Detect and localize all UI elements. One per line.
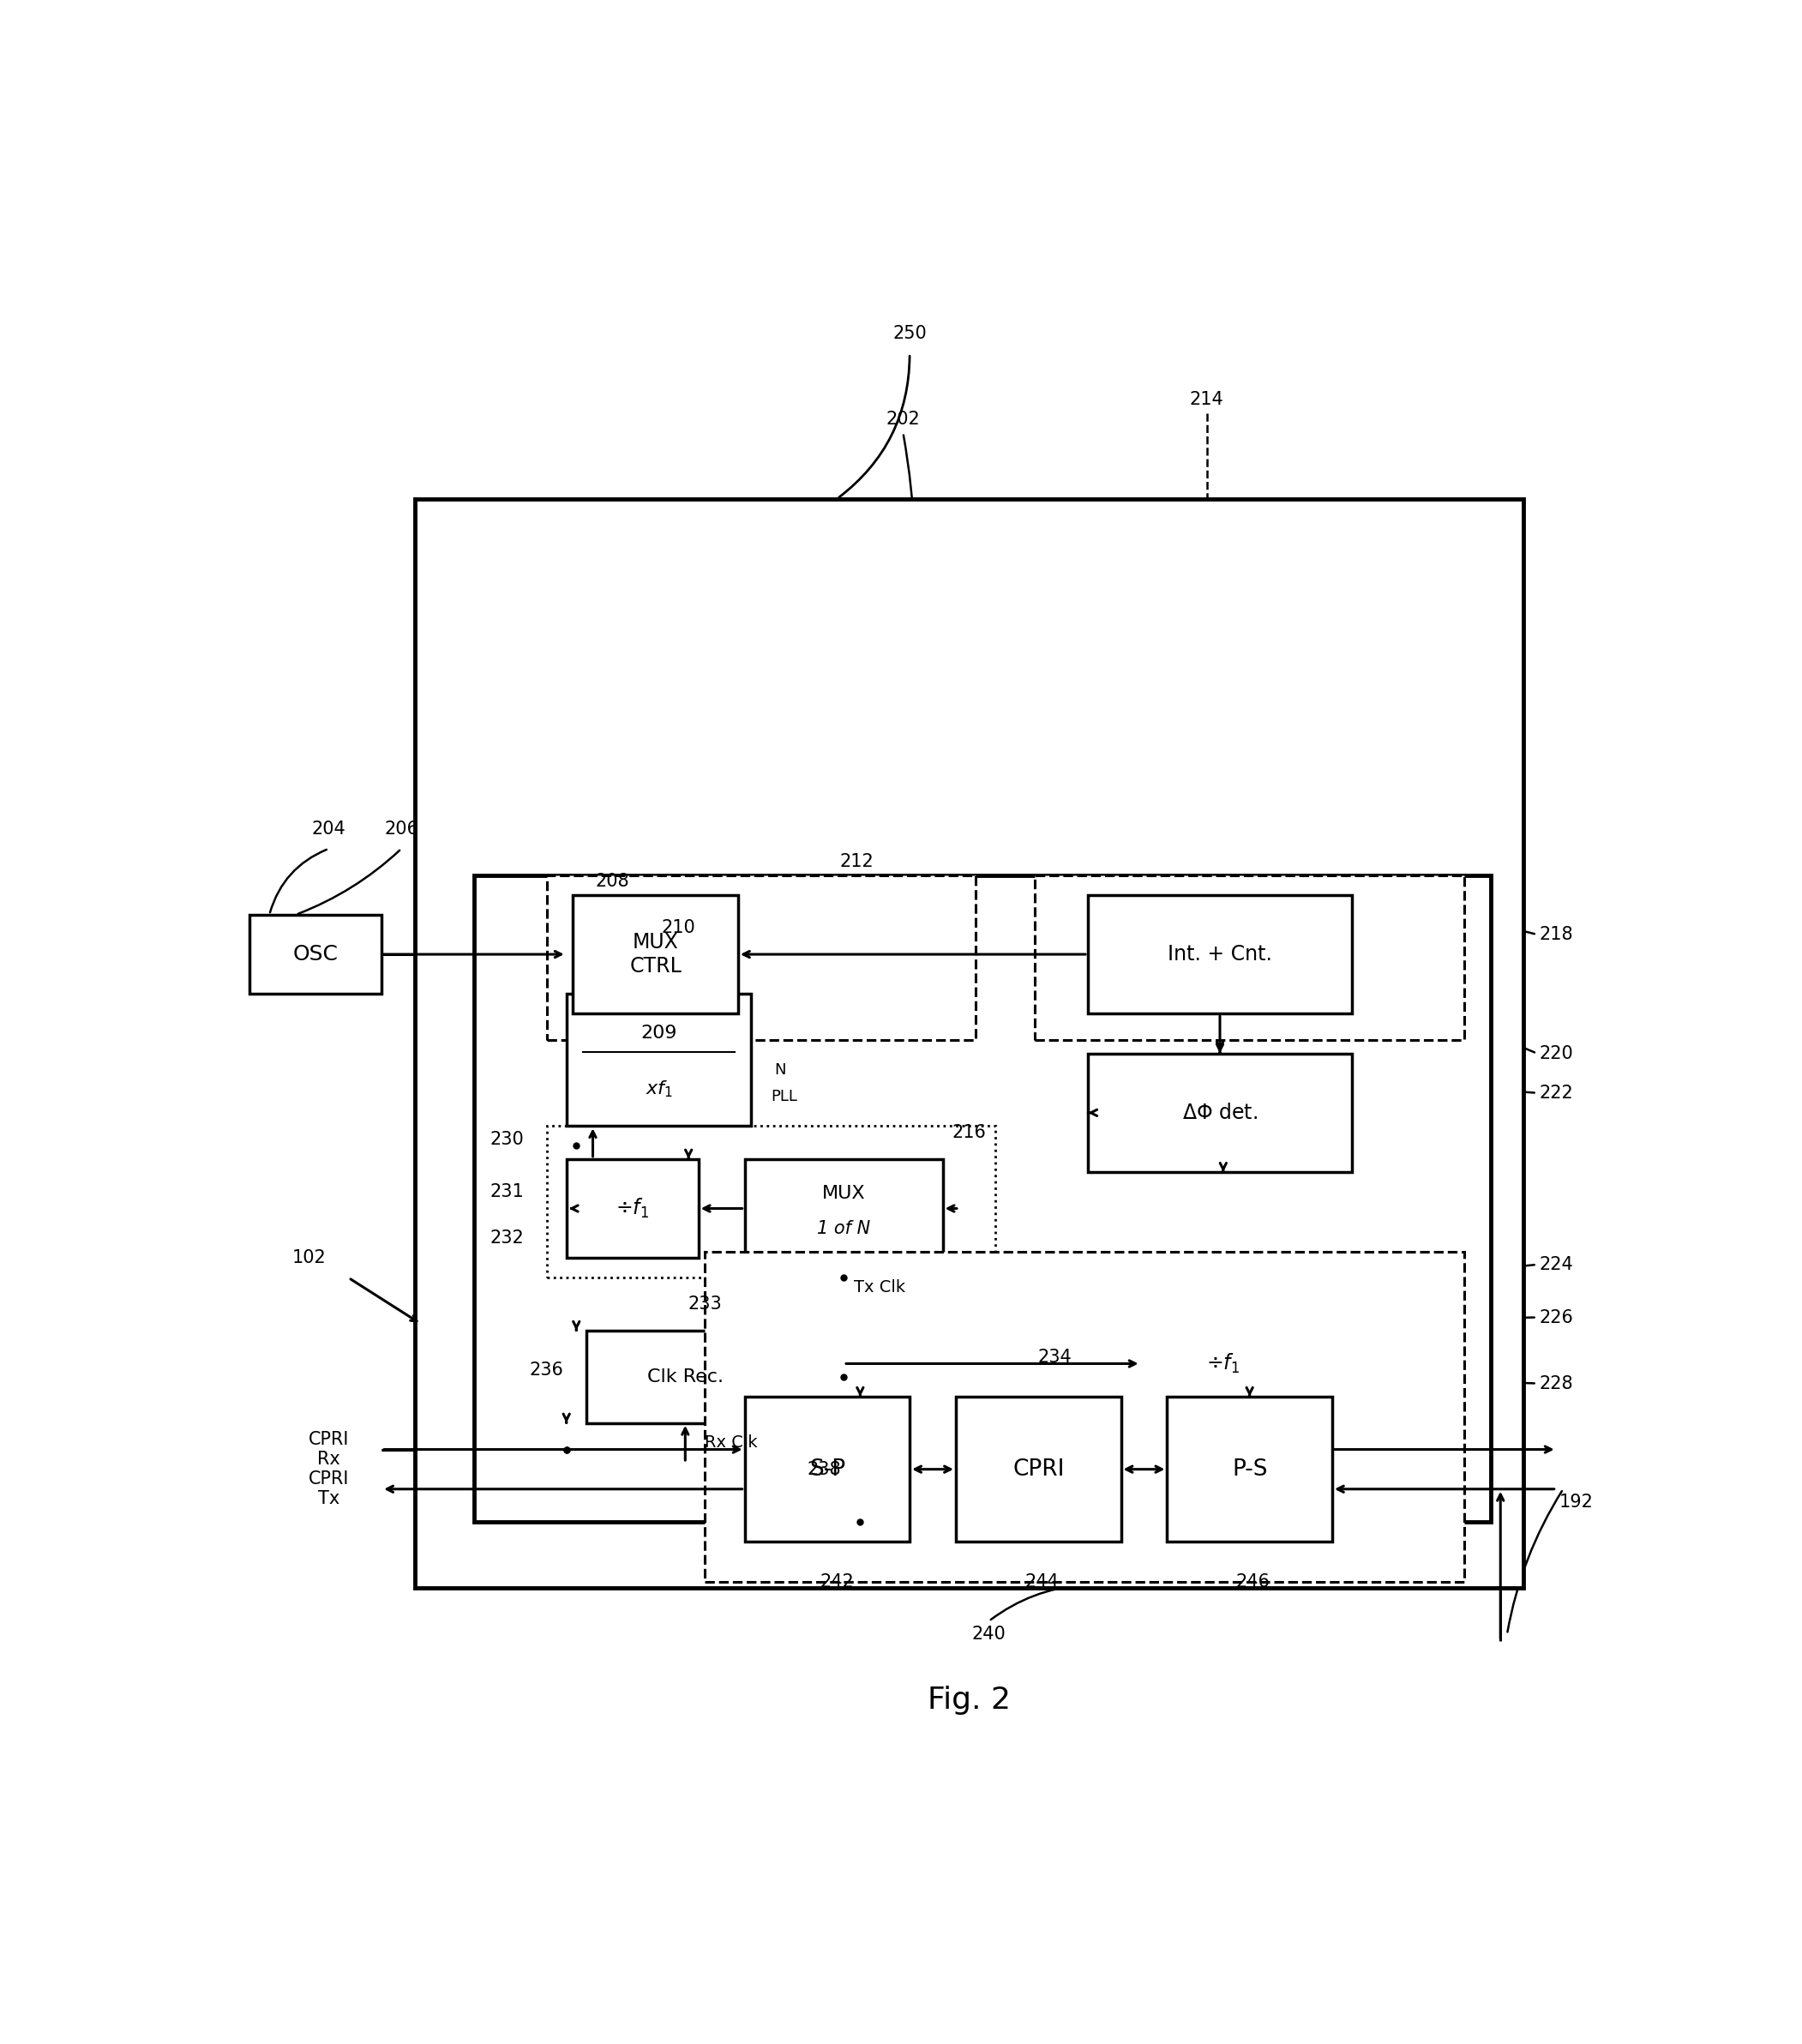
Text: 240: 240 <box>971 1625 1006 1643</box>
Text: 234: 234 <box>1038 1349 1072 1365</box>
Text: 206: 206 <box>384 820 418 838</box>
Text: MUX
CTRL: MUX CTRL <box>629 932 681 977</box>
Text: 218: 218 <box>1539 926 1573 942</box>
FancyBboxPatch shape <box>955 1396 1121 1541</box>
Text: 242: 242 <box>820 1574 854 1590</box>
Text: P-S: P-S <box>1233 1457 1267 1480</box>
Text: 246: 246 <box>1236 1574 1270 1590</box>
FancyBboxPatch shape <box>566 1159 699 1257</box>
Text: 244: 244 <box>1025 1574 1060 1590</box>
Text: N: N <box>775 1063 786 1077</box>
Text: $\Delta\Phi$ det.: $\Delta\Phi$ det. <box>1182 1102 1258 1122</box>
Text: x$f_1$: x$f_1$ <box>645 1079 672 1100</box>
Text: CPRI
Rx: CPRI Rx <box>308 1431 350 1468</box>
Text: 220: 220 <box>1539 1044 1573 1063</box>
Text: 231: 231 <box>490 1183 524 1200</box>
FancyBboxPatch shape <box>744 1159 942 1257</box>
Text: 233: 233 <box>688 1296 723 1312</box>
Text: 222: 222 <box>1539 1085 1573 1102</box>
Text: 238: 238 <box>807 1461 842 1478</box>
FancyBboxPatch shape <box>414 499 1523 1588</box>
FancyBboxPatch shape <box>1034 875 1465 1040</box>
Text: 232: 232 <box>490 1230 524 1247</box>
FancyBboxPatch shape <box>1141 1318 1306 1410</box>
Text: 1 of N: 1 of N <box>816 1220 870 1237</box>
Text: 236: 236 <box>530 1361 564 1380</box>
FancyBboxPatch shape <box>1088 895 1352 1014</box>
Text: Tx Clk: Tx Clk <box>854 1280 905 1296</box>
Text: 102: 102 <box>292 1249 326 1267</box>
FancyBboxPatch shape <box>249 916 382 993</box>
Text: 250: 250 <box>892 325 926 341</box>
Text: CPRI
Tx: CPRI Tx <box>308 1470 350 1508</box>
FancyBboxPatch shape <box>1168 1396 1332 1541</box>
Text: Clk Rec.: Clk Rec. <box>647 1367 723 1386</box>
FancyBboxPatch shape <box>573 895 739 1014</box>
Text: 192: 192 <box>1559 1494 1593 1511</box>
Text: OSC: OSC <box>294 944 339 965</box>
Text: 208: 208 <box>596 873 629 891</box>
Text: 228: 228 <box>1539 1376 1573 1392</box>
Text: S-P: S-P <box>809 1457 845 1480</box>
Text: 212: 212 <box>840 852 874 871</box>
FancyBboxPatch shape <box>566 993 751 1126</box>
Text: PLL: PLL <box>771 1089 798 1104</box>
Text: 224: 224 <box>1539 1255 1573 1273</box>
FancyBboxPatch shape <box>474 875 1490 1523</box>
Text: 209: 209 <box>640 1024 678 1042</box>
Text: 230: 230 <box>490 1130 524 1149</box>
FancyBboxPatch shape <box>586 1331 784 1423</box>
FancyBboxPatch shape <box>705 1251 1465 1582</box>
Text: Fig. 2: Fig. 2 <box>928 1686 1011 1715</box>
Text: $\div f_1$: $\div f_1$ <box>1207 1351 1240 1376</box>
Text: Rx Clk: Rx Clk <box>705 1435 759 1451</box>
Text: 210: 210 <box>661 920 696 936</box>
Text: Int. + Cnt.: Int. + Cnt. <box>1168 944 1272 965</box>
FancyBboxPatch shape <box>546 875 975 1040</box>
Text: $\div f_1$: $\div f_1$ <box>616 1198 649 1220</box>
FancyBboxPatch shape <box>546 1126 995 1278</box>
Text: 204: 204 <box>312 820 346 838</box>
Text: 226: 226 <box>1539 1308 1573 1327</box>
Text: MUX: MUX <box>822 1186 865 1202</box>
Text: 216: 216 <box>951 1124 986 1141</box>
FancyBboxPatch shape <box>1088 1053 1352 1171</box>
Text: 214: 214 <box>1189 390 1224 409</box>
Text: 202: 202 <box>887 411 921 427</box>
FancyBboxPatch shape <box>744 1396 910 1541</box>
Text: CPRI: CPRI <box>1013 1457 1065 1480</box>
